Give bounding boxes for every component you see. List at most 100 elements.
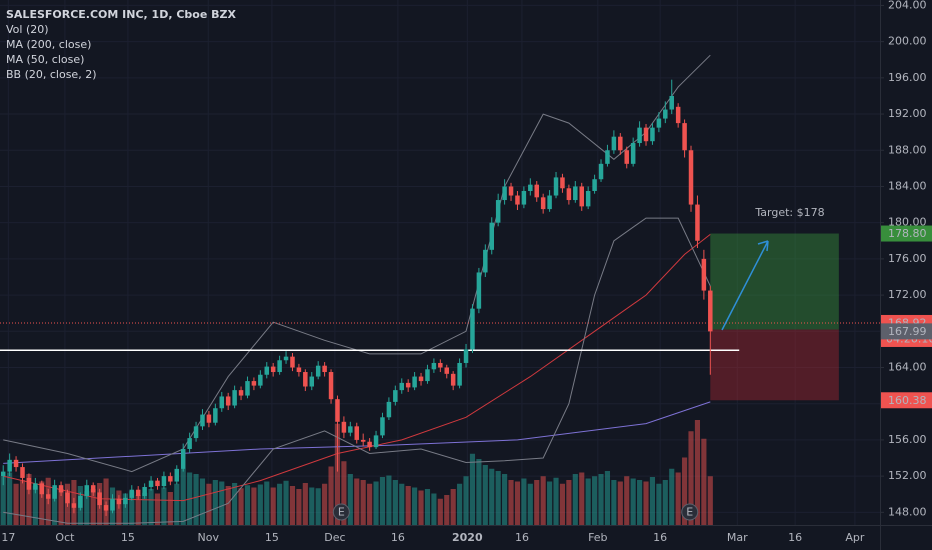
volume-bar xyxy=(161,487,167,525)
y-tick-label: 180.00 xyxy=(888,216,927,229)
volume-bar xyxy=(630,478,636,525)
legend-item: MA (200, close) xyxy=(6,38,91,51)
volume-bar xyxy=(199,478,206,525)
candle-body xyxy=(258,374,263,386)
candle-body xyxy=(97,492,102,506)
x-tick-label: 2020 xyxy=(452,531,483,544)
legend-item: Vol (20) xyxy=(6,23,49,36)
candle-body xyxy=(161,476,167,487)
price-tag-label: 178.80 xyxy=(888,227,927,240)
volume-bar xyxy=(566,480,572,525)
x-tick-label: Feb xyxy=(588,531,607,544)
volume-bar xyxy=(662,480,668,525)
volume-bar xyxy=(669,468,675,525)
earnings-marker xyxy=(681,503,699,521)
x-tick-label: Apr xyxy=(845,531,865,544)
y-tick-label: 192.00 xyxy=(888,107,927,120)
volume-bar xyxy=(694,420,701,525)
candle-body xyxy=(193,426,199,439)
candle-body xyxy=(187,438,192,449)
candle-body xyxy=(457,362,462,386)
candle-body xyxy=(540,197,546,210)
legend-item: BB (20, close, 2) xyxy=(6,68,97,81)
y-tick-label: 152.00 xyxy=(888,469,927,482)
candle-body xyxy=(695,204,700,241)
candle-body xyxy=(663,109,668,119)
chart-title: SALESFORCE.COM INC, 1D, Cboe BZX xyxy=(6,8,237,21)
candle-body xyxy=(39,483,45,495)
candle-body xyxy=(393,390,398,402)
candle-body xyxy=(598,163,604,180)
volume-bar xyxy=(360,480,366,525)
volume-bar xyxy=(424,489,431,525)
volume-bar xyxy=(521,478,527,525)
volume-bar xyxy=(412,487,418,525)
candle-body xyxy=(142,486,147,497)
candle-body xyxy=(380,417,385,436)
earnings-label: E xyxy=(686,506,693,519)
volume-bar xyxy=(19,480,26,525)
candle-body xyxy=(309,376,315,387)
x-tick-label: 16 xyxy=(391,531,405,544)
y-tick-label: 204.00 xyxy=(888,0,927,11)
candle-body xyxy=(123,497,128,505)
candle-body xyxy=(238,390,244,396)
candle-body xyxy=(508,186,514,196)
candle-body xyxy=(630,143,636,164)
y-tick-label: 196.00 xyxy=(888,71,927,84)
volume-bar xyxy=(379,477,386,525)
candle-body xyxy=(283,356,289,361)
candle-body xyxy=(450,373,456,386)
candle-body xyxy=(155,480,160,487)
candle-body xyxy=(110,498,115,511)
candle-body xyxy=(585,190,591,207)
candle-body xyxy=(560,177,565,189)
candle-body xyxy=(315,365,321,377)
candle-body xyxy=(116,498,122,505)
candle-body xyxy=(354,426,360,440)
volume-bar xyxy=(463,476,469,525)
volume-bar xyxy=(322,483,328,525)
volume-bar xyxy=(469,453,476,525)
volume-bar xyxy=(148,489,154,525)
candle-body xyxy=(470,308,475,350)
indicator-line xyxy=(3,401,711,464)
volume-bar xyxy=(508,480,514,525)
volume-bar xyxy=(547,481,553,525)
candle-body xyxy=(90,485,96,493)
volume-bar xyxy=(707,476,713,525)
candle-body xyxy=(303,372,308,387)
price-tag xyxy=(881,225,932,242)
candle-body xyxy=(611,136,617,151)
volume-bar xyxy=(225,486,231,525)
candle-body xyxy=(174,468,180,482)
candle-body xyxy=(0,471,6,477)
volume-bar xyxy=(122,493,128,525)
candle-body xyxy=(277,360,282,373)
candle-body xyxy=(200,414,205,427)
volume-bar xyxy=(367,483,373,525)
candle-body xyxy=(592,179,597,191)
candle-body xyxy=(45,494,51,499)
x-tick-label: 15 xyxy=(265,531,279,544)
candle-body xyxy=(656,118,662,128)
candle-body xyxy=(213,408,218,423)
volume-bar xyxy=(643,481,649,525)
volume-bar xyxy=(354,478,360,525)
candle-body xyxy=(643,127,649,142)
candle-body xyxy=(270,366,276,373)
candle-body xyxy=(688,150,694,205)
volume-bar xyxy=(682,457,688,525)
volume-bar xyxy=(656,483,662,525)
candle-body xyxy=(495,200,501,223)
y-tick-label: 148.00 xyxy=(888,505,927,518)
price-tag xyxy=(881,323,932,340)
candle-body xyxy=(418,376,424,382)
volume-bar xyxy=(572,474,578,525)
x-tick-label: Dec xyxy=(324,531,345,544)
candle-body xyxy=(624,150,629,164)
volume-bar xyxy=(604,471,611,525)
candle-body xyxy=(219,396,225,409)
target-zone xyxy=(710,233,839,330)
